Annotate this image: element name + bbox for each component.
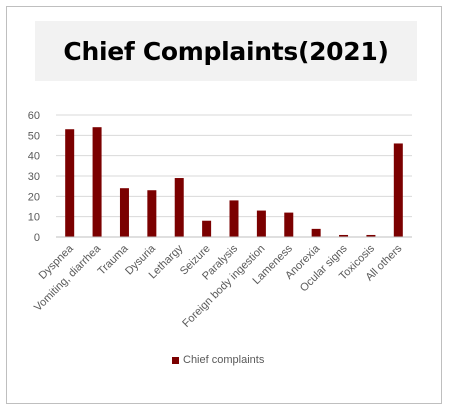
bar: [284, 212, 294, 237]
bar: [256, 210, 266, 237]
bar: [119, 188, 129, 237]
legend: Chief complaints: [172, 354, 264, 366]
bar: [339, 234, 349, 237]
chart-title: Chief Complaints(2021): [63, 36, 389, 66]
bar: [147, 190, 157, 237]
bars: [65, 127, 403, 237]
gridlines: [56, 114, 412, 218]
y-tick-label: 10: [28, 212, 40, 224]
chart-frame: Chief Complaints(2021): [6, 6, 442, 404]
bar: [92, 127, 102, 237]
y-tick-label: 60: [28, 110, 40, 122]
chart-title-box: Chief Complaints(2021): [35, 21, 417, 81]
bar: [393, 143, 403, 237]
y-axis-ticks: 0 10 20 30 40 50 60: [28, 110, 40, 244]
bar: [65, 129, 75, 237]
bar: [229, 200, 239, 237]
y-tick-label: 40: [28, 151, 40, 163]
y-tick-label: 50: [28, 130, 40, 142]
bar: [202, 220, 212, 237]
legend-label: Chief complaints: [183, 354, 265, 366]
bar: [174, 178, 184, 237]
y-tick-label: 30: [28, 171, 40, 183]
y-tick-label: 20: [28, 191, 40, 203]
legend-swatch: [172, 356, 179, 364]
bar: [366, 234, 376, 237]
y-tick-label: 0: [34, 232, 40, 244]
bar: [311, 228, 321, 237]
